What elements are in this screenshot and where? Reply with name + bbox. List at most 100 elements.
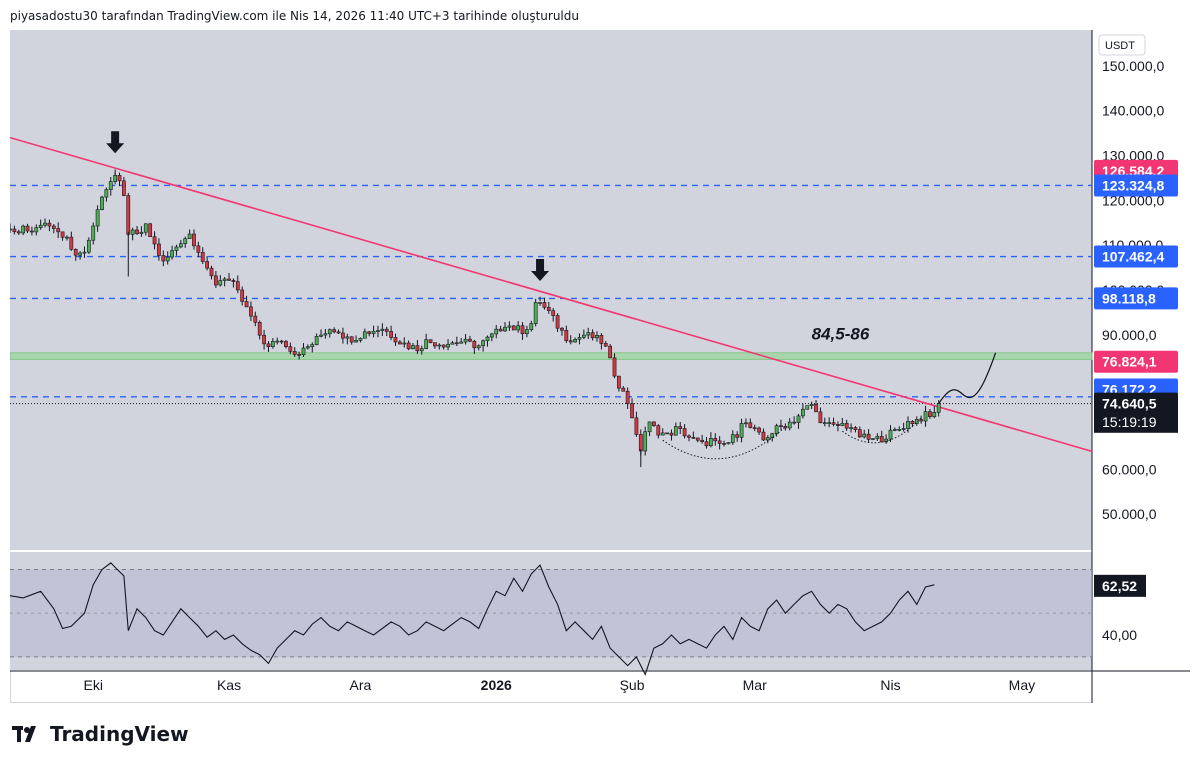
candle-body	[489, 333, 494, 338]
candle-body	[682, 428, 687, 437]
candle	[292, 347, 297, 357]
candle	[56, 222, 61, 239]
candles-group	[10, 169, 941, 456]
candle	[533, 298, 538, 327]
candle	[468, 335, 472, 343]
candle	[91, 222, 96, 245]
candle	[104, 187, 109, 202]
candle-body	[551, 310, 556, 316]
candle-body	[69, 236, 74, 250]
candle-body	[485, 336, 490, 342]
candle-body	[831, 422, 836, 425]
candle-body	[419, 348, 424, 352]
candle	[529, 320, 534, 332]
candle	[227, 272, 231, 281]
price-chart[interactable]: USDT 84,5-86 150.000,0 140.000,0 130.000,0 12…	[10, 30, 1190, 703]
candle	[586, 327, 591, 340]
candle	[165, 251, 170, 265]
candle-body	[573, 339, 577, 343]
candle	[69, 231, 74, 251]
candle	[354, 335, 358, 343]
candle-body	[560, 327, 564, 331]
price-tick-label: 90.000,0	[1102, 327, 1157, 343]
candle	[739, 418, 744, 443]
candle-body	[95, 209, 100, 227]
candle-body	[143, 223, 148, 233]
candle-body	[818, 411, 823, 424]
candle-body	[660, 432, 665, 436]
time-tick-label: Ara	[350, 677, 372, 693]
brand-footer[interactable]: TradingView	[12, 722, 189, 746]
candle-body	[822, 422, 827, 424]
candle	[862, 429, 867, 439]
candle-body	[770, 433, 775, 438]
candle	[441, 344, 446, 350]
candle	[122, 176, 126, 197]
candle	[297, 351, 301, 360]
candle	[371, 325, 376, 338]
candle	[818, 407, 823, 424]
time-tick-label: Şub	[620, 677, 645, 693]
time-tick-label: Kas	[217, 677, 241, 693]
candle	[726, 442, 731, 445]
candle-body	[441, 344, 446, 348]
candle-body	[209, 267, 214, 277]
candle-body	[82, 251, 87, 254]
candle-body	[376, 330, 380, 332]
candle	[599, 333, 604, 350]
candle	[384, 326, 389, 337]
candle-body	[314, 336, 319, 345]
candle-body	[310, 344, 315, 348]
candle-body	[783, 426, 788, 429]
candle-body	[446, 343, 450, 348]
candle-body	[608, 345, 613, 359]
down-arrow-icon	[531, 259, 550, 282]
candle	[647, 421, 652, 437]
candle-body	[25, 225, 30, 232]
candle	[700, 434, 705, 444]
candle-body	[730, 434, 735, 443]
candle-body	[275, 340, 280, 343]
candle	[608, 344, 613, 359]
candle-body	[590, 332, 595, 339]
candle	[520, 322, 525, 340]
candle	[669, 429, 674, 441]
candle-body	[297, 354, 301, 356]
candle-body	[86, 239, 91, 253]
candle-body	[774, 425, 779, 434]
candle	[257, 320, 262, 340]
candle	[546, 301, 551, 314]
candle	[822, 417, 827, 427]
candle	[691, 431, 696, 439]
candle-body	[919, 419, 924, 422]
candle	[722, 440, 726, 447]
candle	[327, 328, 332, 338]
candle	[380, 323, 385, 336]
candle	[673, 422, 678, 436]
candle-body	[809, 403, 814, 406]
candle-body	[108, 181, 113, 190]
time-tick-label: Mar	[743, 677, 767, 693]
candle	[161, 250, 166, 267]
candle-body	[892, 429, 897, 431]
candle	[433, 342, 437, 349]
candle-body	[538, 302, 542, 304]
price-label-box	[1094, 174, 1178, 197]
candle	[244, 295, 249, 308]
candle	[25, 223, 30, 234]
candle	[783, 423, 788, 431]
candle	[341, 327, 345, 344]
candle-body	[691, 436, 696, 439]
candle	[827, 417, 832, 428]
candle	[805, 405, 810, 410]
candle	[919, 415, 924, 424]
candle	[564, 325, 569, 343]
candle-body	[713, 438, 718, 442]
candle	[192, 229, 196, 250]
candle-body	[901, 428, 906, 430]
candle-body	[178, 243, 183, 248]
candle	[428, 339, 433, 344]
candle	[581, 329, 586, 340]
candle-body	[472, 340, 477, 349]
candle	[43, 218, 47, 228]
